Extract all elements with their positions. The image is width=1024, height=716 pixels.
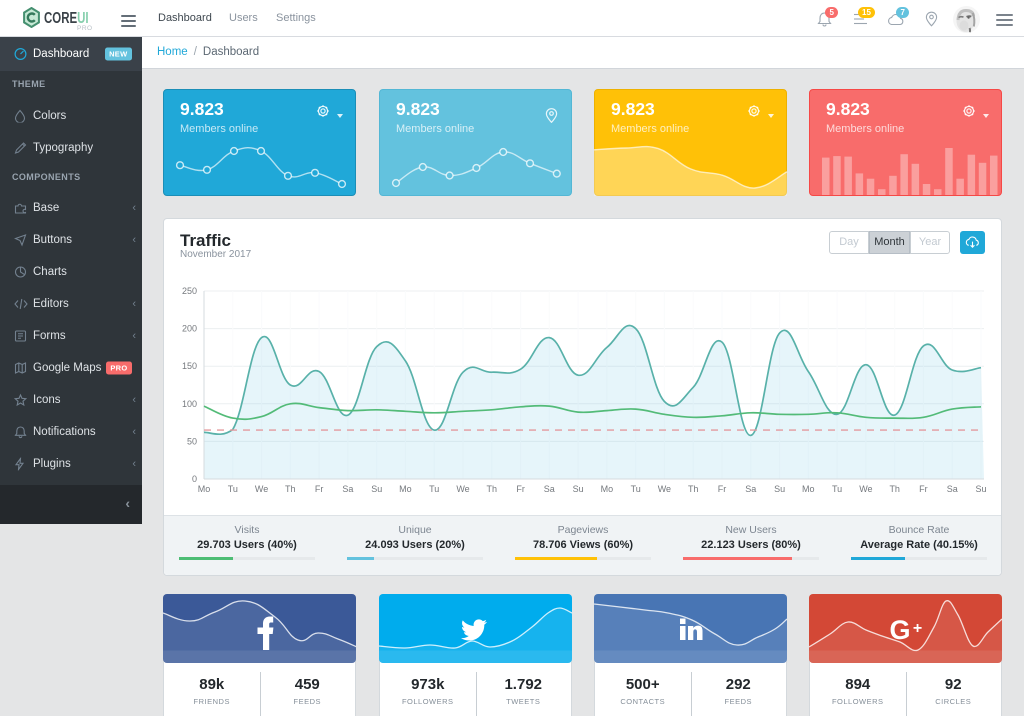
svg-text:Tu: Tu <box>832 484 842 494</box>
svg-text:Su: Su <box>371 484 382 494</box>
svg-text:We: We <box>859 484 872 494</box>
svg-text:Sa: Sa <box>544 484 555 494</box>
svg-text:Tu: Tu <box>429 484 439 494</box>
svg-text:+: + <box>913 620 922 637</box>
svg-text:Th: Th <box>889 484 900 494</box>
svg-text:Su: Su <box>573 484 584 494</box>
svg-text:Mo: Mo <box>399 484 412 494</box>
svg-text:G: G <box>889 615 910 645</box>
svg-text:200: 200 <box>182 324 197 334</box>
svg-text:Sa: Sa <box>342 484 353 494</box>
svg-text:250: 250 <box>182 286 197 296</box>
svg-text:50: 50 <box>187 436 197 446</box>
svg-text:0: 0 <box>192 474 197 484</box>
svg-text:We: We <box>255 484 268 494</box>
svg-text:Fr: Fr <box>315 484 324 494</box>
svg-text:Mo: Mo <box>802 484 815 494</box>
svg-text:Su: Su <box>774 484 785 494</box>
svg-text:150: 150 <box>182 361 197 371</box>
svg-text:Mo: Mo <box>198 484 211 494</box>
svg-text:Tu: Tu <box>631 484 641 494</box>
svg-text:Th: Th <box>285 484 296 494</box>
svg-text:Fr: Fr <box>718 484 727 494</box>
svg-text:Th: Th <box>487 484 498 494</box>
svg-text:100: 100 <box>182 399 197 409</box>
svg-text:Sa: Sa <box>745 484 756 494</box>
svg-text:We: We <box>658 484 671 494</box>
svg-text:Mo: Mo <box>601 484 614 494</box>
svg-text:We: We <box>456 484 469 494</box>
svg-text:Fr: Fr <box>516 484 525 494</box>
svg-text:Sa: Sa <box>947 484 958 494</box>
svg-text:Tu: Tu <box>228 484 238 494</box>
svg-text:Su: Su <box>975 484 986 494</box>
svg-text:Th: Th <box>688 484 699 494</box>
svg-text:Fr: Fr <box>919 484 928 494</box>
